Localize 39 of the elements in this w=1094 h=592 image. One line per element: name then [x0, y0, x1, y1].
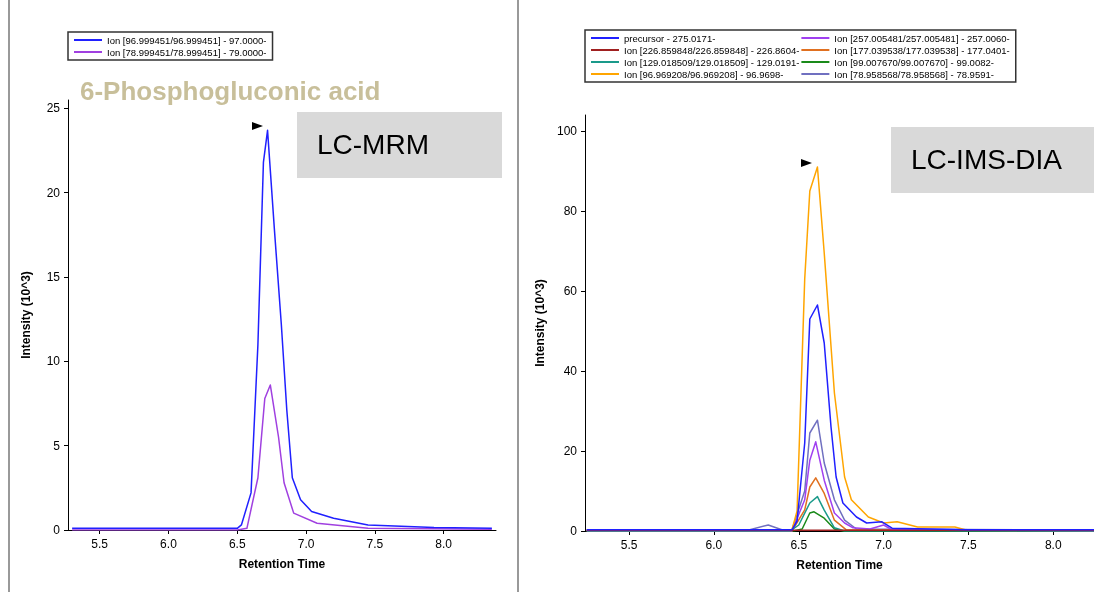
x-tick-label: 7.0: [875, 538, 893, 552]
x-tick-label: 6.5: [228, 537, 246, 551]
y-tick-label: 0: [53, 523, 61, 537]
x-tick-label: 8.0: [435, 537, 453, 551]
x-tick-label: 7.5: [366, 537, 384, 551]
y-tick-label: 15: [46, 270, 61, 285]
y-axis-title: Intensity (10^3): [533, 279, 548, 367]
x-tick-label: 8.0: [1044, 538, 1062, 552]
x-axis-title: Retention Time: [238, 557, 326, 571]
legend-label: Ion [96.969208/96.969208] - 96.9698-: [624, 68, 784, 80]
legend-label: Ion [99.007670/99.007670] - 99.0082-: [834, 56, 994, 68]
legend-label: Ion [78.958568/78.958568] - 78.9591-: [834, 68, 994, 80]
x-tick-label: 6.0: [705, 538, 723, 552]
y-axis-title: Intensity (10^3): [19, 271, 33, 359]
y-tick-label: 80: [563, 204, 578, 218]
legend-label: Ion [226.859848/226.859848] - 226.8604-: [624, 44, 800, 56]
x-axis-title: Retention Time: [796, 558, 884, 572]
y-tick-label: 0: [570, 524, 578, 538]
legend-label: Ion [257.005481/257.005481] - 257.0060-: [834, 32, 1010, 44]
y-tick-label: 40: [563, 364, 578, 378]
legend-label: Ion [129.018509/129.018509] - 129.0191-: [624, 56, 800, 68]
x-tick-label: 5.5: [620, 538, 638, 552]
legend-label: precursor - 275.0171-: [624, 32, 716, 44]
x-tick-label: 7.0: [297, 537, 315, 551]
chart-title: 6-Phosphogluconic acid: [80, 76, 381, 106]
legend-label: Ion [177.039538/177.039538] - 177.0401-: [834, 44, 1010, 56]
y-tick-label: 20: [46, 185, 61, 200]
y-tick-label: 100: [556, 124, 578, 138]
y-tick-label: 20: [563, 444, 578, 458]
x-tick-label: 5.5: [91, 537, 109, 551]
x-tick-label: 6.0: [160, 537, 178, 551]
x-tick-label: 7.5: [960, 538, 978, 552]
legend-label: Ion [78.999451/78.999451] - 79.0000-: [107, 46, 267, 58]
x-tick-label: 6.5: [790, 538, 808, 552]
y-tick-label: 5: [53, 438, 61, 453]
legend-label: Ion [96.999451/96.999451] - 97.0000-: [107, 34, 267, 46]
y-tick-label: 25: [46, 101, 61, 116]
y-tick-label: 10: [46, 354, 61, 369]
y-tick-label: 60: [563, 284, 578, 298]
